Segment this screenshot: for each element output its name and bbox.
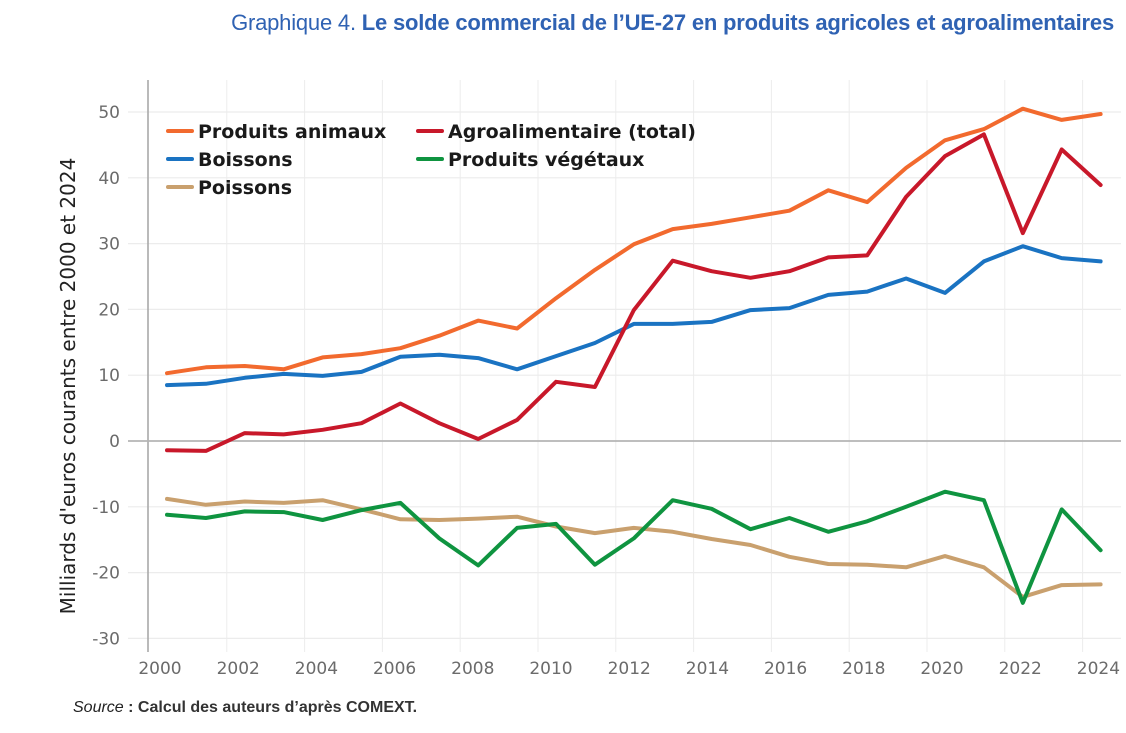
y-tick-label: -10: [92, 498, 120, 518]
source-note: Source : Calcul des auteurs d’après COME…: [73, 699, 417, 717]
series-line-poissons: [165, 496, 1103, 599]
axes: [128, 80, 1121, 652]
legend-label: Boissons: [198, 149, 293, 171]
legend-label: Produits végétaux: [448, 149, 644, 171]
series-line-produits-animaux: [165, 106, 1103, 376]
source-text: Calcul des auteurs d’après COMEXT.: [137, 699, 418, 716]
chart-title: Graphique 4. Le solde commercial de l’UE…: [0, 10, 1114, 36]
x-tick-label: 2022: [999, 659, 1042, 679]
y-tick-label: 30: [98, 235, 120, 255]
x-tick-label: 2024: [1077, 659, 1120, 679]
y-tick-labels: 50 40 30 20 10 0 -10 -20 -30: [92, 103, 120, 649]
legend-label: Agroalimentaire (total): [448, 121, 696, 143]
legend: Produits animaux Agroalimentaire (total) B…: [166, 121, 696, 199]
x-tick-label: 2008: [451, 659, 494, 679]
y-tick-label: 40: [98, 169, 120, 189]
source-label: Source: [73, 699, 124, 716]
series-line-produits-vegetaux: [165, 489, 1103, 605]
legend-item: Boissons: [166, 149, 293, 171]
x-tick-label: 2018: [842, 659, 885, 679]
series-line-boissons: [165, 244, 1103, 388]
legend-item: Poissons: [166, 177, 292, 199]
y-tick-label: -20: [92, 564, 120, 584]
series-line-agroalimentaire-total: [165, 132, 1103, 453]
x-tick-label: 2010: [529, 659, 572, 679]
y-tick-label: 0: [109, 432, 120, 452]
x-tick-label: 2020: [920, 659, 963, 679]
y-tick-label: -30: [92, 629, 120, 649]
source-separator: :: [123, 699, 138, 716]
y-tick-label: 10: [98, 366, 120, 386]
y-tick-label: 20: [98, 300, 120, 320]
x-tick-label: 2012: [608, 659, 651, 679]
chart-title-main: Le solde commercial de l’UE-27 en produi…: [361, 10, 1114, 35]
series-lines: [165, 106, 1103, 605]
x-tick-label: 2006: [373, 659, 416, 679]
legend-item: Produits végétaux: [416, 149, 644, 171]
legend-label: Poissons: [198, 177, 292, 199]
y-axis-label: Milliards d'euros courants entre 2000 et…: [56, 158, 80, 615]
chart-title-prefix: Graphique 4.: [231, 10, 356, 35]
y-tick-label: 50: [98, 103, 120, 123]
legend-label: Produits animaux: [198, 121, 386, 143]
legend-item: Agroalimentaire (total): [416, 121, 696, 143]
x-tick-labels: 2000 2002 2004 2006 2008 2010 2012 2014 2016 2018…: [138, 659, 1120, 679]
x-tick-label: 2004: [295, 659, 338, 679]
x-tick-label: 2016: [764, 659, 807, 679]
x-tick-label: 2000: [138, 659, 181, 679]
x-tick-label: 2014: [686, 659, 729, 679]
legend-item: Produits animaux: [166, 121, 386, 143]
x-tick-label: 2002: [217, 659, 260, 679]
